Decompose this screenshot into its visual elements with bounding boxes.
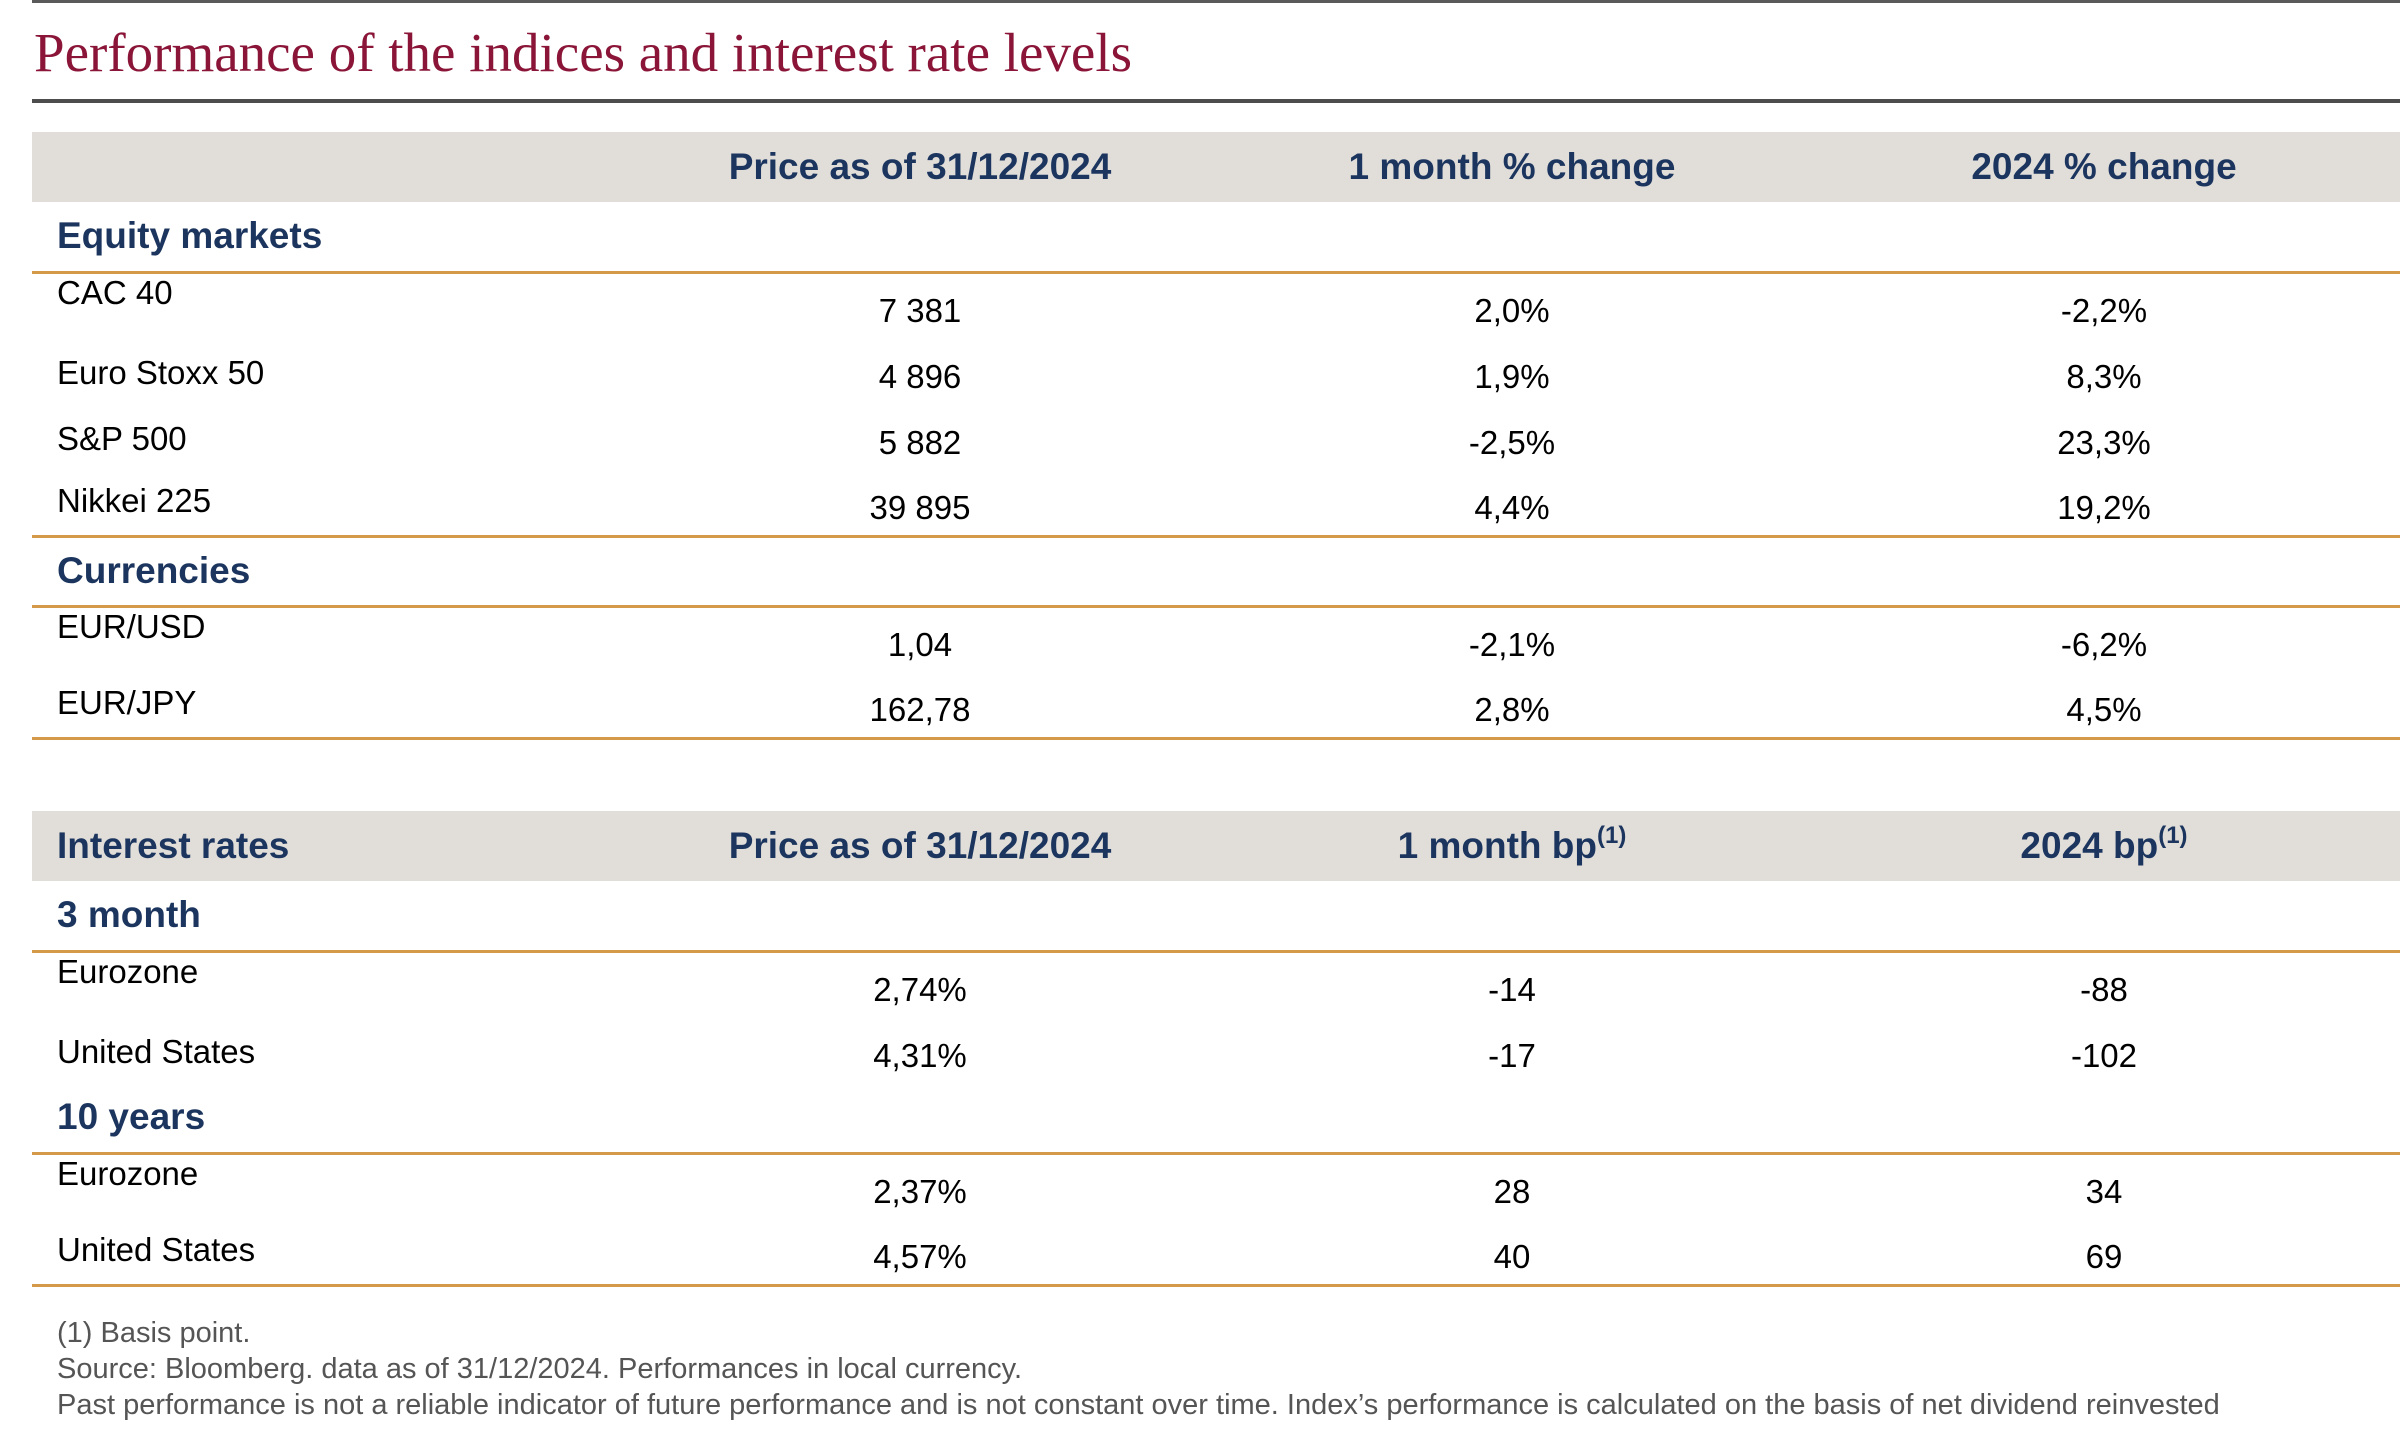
header-month-bp-text: 1 month bp xyxy=(1397,825,1598,866)
table-row: CAC 40 7 381 2,0% -2,2% xyxy=(32,272,2400,338)
indices-table: Price as of 31/12/2024 1 month % change … xyxy=(32,132,2400,740)
header-year-change: 2024 % change xyxy=(1971,146,2237,187)
section-row-3-month: 3 month xyxy=(32,881,2400,953)
month-bp-cell: -17 xyxy=(1488,1037,1536,1074)
price-cell: 7 381 xyxy=(878,292,962,329)
footnote-basis-point: (1) Basis point. xyxy=(57,1317,251,1349)
row-label: EUR/JPY xyxy=(32,672,624,740)
year-change-cell: -2,2% xyxy=(2060,292,2148,329)
row-label: Euro Stoxx 50 xyxy=(57,354,265,391)
year-change-cell: 4,5% xyxy=(1808,672,2400,740)
header-year-bp-text: 2024 bp xyxy=(2020,825,2159,866)
month-change-cell: 4,4% xyxy=(1216,470,1808,538)
year-bp-cell: 34 xyxy=(2085,1173,2123,1210)
row-label: United States xyxy=(32,1219,624,1287)
year-bp-cell: -102 xyxy=(2070,1037,2138,1074)
month-bp-cell: 28 xyxy=(1493,1173,1531,1210)
table-row: Eurozone 2,37% 28 34 xyxy=(32,1153,2400,1219)
footnote-source: Source: Bloomberg. data as of 31/12/2024… xyxy=(57,1353,1023,1385)
price-cell: 4 896 xyxy=(878,358,962,395)
row-label: EUR/USD xyxy=(57,607,206,645)
row-label: Eurozone xyxy=(57,952,199,990)
header-label: Interest rates xyxy=(57,825,290,866)
footnotes: (1) Basis point. Source: Bloomberg. data… xyxy=(57,1315,2220,1423)
price-cell: 39 895 xyxy=(624,470,1216,538)
month-change-cell: 1,9% xyxy=(1474,358,1550,395)
indices-header-row: Price as of 31/12/2024 1 month % change … xyxy=(32,132,2400,202)
title-rule xyxy=(32,99,2400,103)
header-month-bp: 1 month bp(1) xyxy=(1216,811,1808,881)
price-cell: 5 882 xyxy=(878,424,962,461)
table-row: EUR/USD 1,04 -2,1% -6,2% xyxy=(32,606,2400,672)
table-row: Euro Stoxx 50 4 896 1,9% 8,3% xyxy=(32,338,2400,404)
month-change-cell: -2,1% xyxy=(1468,626,1556,663)
top-rule xyxy=(32,0,2400,3)
section-label: 10 years xyxy=(32,1083,2400,1155)
header-price: Price as of 31/12/2024 xyxy=(728,146,1112,187)
month-change-cell: -2,5% xyxy=(1468,424,1556,461)
table-row: S&P 500 5 882 -2,5% 23,3% xyxy=(32,404,2400,470)
table-row: United States 4,31% -17 -102 xyxy=(32,1017,2400,1083)
row-label: S&P 500 xyxy=(57,420,187,457)
table-row: United States 4,57% 40 69 xyxy=(32,1219,2400,1287)
header-year-bp: 2024 bp(1) xyxy=(1808,811,2400,881)
rates-header-row: Interest rates Price as of 31/12/2024 1 … xyxy=(32,811,2400,881)
year-change-cell: 19,2% xyxy=(1808,470,2400,538)
price-cell: 2,37% xyxy=(873,1173,967,1210)
footnote-disclaimer: Past performance is not a reliable indic… xyxy=(57,1389,2220,1421)
row-label: CAC 40 xyxy=(57,273,173,311)
section-label: 3 month xyxy=(32,881,2400,953)
footnote-marker: (1) xyxy=(1597,822,1627,849)
year-change-cell: -6,2% xyxy=(2060,626,2148,663)
month-bp-cell: -14 xyxy=(1488,971,1536,1008)
price-cell: 4,31% xyxy=(873,1037,967,1074)
section-row-10-years: 10 years xyxy=(32,1083,2400,1155)
year-bp-cell: 69 xyxy=(1808,1219,2400,1287)
footnote-marker: (1) xyxy=(2158,822,2188,849)
row-label: Nikkei 225 xyxy=(32,470,624,538)
price-cell: 1,04 xyxy=(887,626,953,663)
section-row-equity-markets: Equity markets xyxy=(32,202,2400,274)
section-row-currencies: Currencies xyxy=(32,536,2400,608)
row-label: Eurozone xyxy=(57,1154,199,1192)
year-bp-cell: -88 xyxy=(2080,971,2128,1008)
table-row: Eurozone 2,74% -14 -88 xyxy=(32,951,2400,1017)
month-change-cell: 2,0% xyxy=(1474,292,1550,329)
header-month-change: 1 month % change xyxy=(1348,146,1676,187)
price-cell: 162,78 xyxy=(624,672,1216,740)
interest-rates-table: Interest rates Price as of 31/12/2024 1 … xyxy=(32,811,2400,1287)
year-change-cell: 8,3% xyxy=(2066,358,2142,395)
page-title: Performance of the indices and interest … xyxy=(34,22,1133,83)
price-cell: 4,57% xyxy=(624,1219,1216,1287)
header-price: Price as of 31/12/2024 xyxy=(728,825,1112,866)
table-row: Nikkei 225 39 895 4,4% 19,2% xyxy=(32,470,2400,538)
row-label: United States xyxy=(57,1033,256,1070)
section-label: Currencies xyxy=(32,536,2400,608)
table-row: EUR/JPY 162,78 2,8% 4,5% xyxy=(32,672,2400,740)
month-bp-cell: 40 xyxy=(1216,1219,1808,1287)
year-change-cell: 23,3% xyxy=(2057,424,2151,461)
header-label xyxy=(32,132,624,202)
price-cell: 2,74% xyxy=(873,971,967,1008)
month-change-cell: 2,8% xyxy=(1216,672,1808,740)
section-label: Equity markets xyxy=(32,202,2400,274)
